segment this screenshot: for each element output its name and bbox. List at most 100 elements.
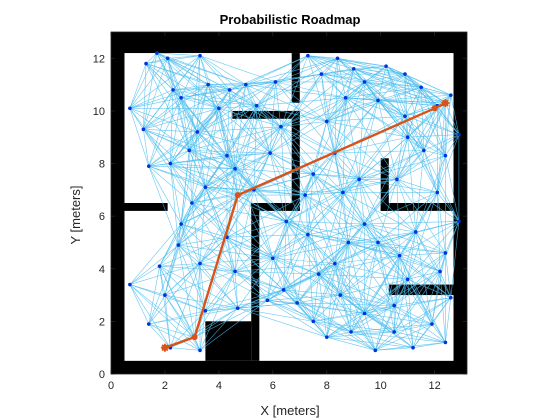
edge-582 [334, 242, 349, 264]
edge-440 [364, 150, 425, 225]
edge-70 [148, 165, 238, 196]
edge-917 [226, 237, 239, 309]
edge-741 [267, 300, 352, 333]
edge-511 [326, 115, 405, 122]
edge-456 [407, 102, 446, 138]
edge-458 [404, 116, 408, 138]
edge-158 [199, 55, 276, 83]
edge-722 [326, 331, 352, 338]
y-tick-label-0: 0 [99, 369, 105, 381]
edge-810 [393, 279, 408, 306]
edge-886 [180, 194, 238, 225]
edge-289 [280, 73, 322, 127]
wall-8 [291, 53, 300, 104]
edge-309 [307, 55, 328, 122]
node-38 [435, 190, 440, 195]
edge-636 [226, 236, 273, 259]
x-axis-label: X [meters] [260, 403, 319, 418]
edge-446 [345, 97, 425, 151]
edge-869 [159, 265, 236, 272]
chart-title: Probabilistic Roadmap [220, 12, 361, 27]
edge-191 [256, 81, 276, 106]
edge-156 [199, 55, 247, 85]
node-34 [457, 132, 461, 137]
edge-107 [170, 163, 193, 204]
edge-557 [342, 100, 379, 193]
edge-616 [286, 221, 341, 296]
edge-852 [148, 323, 171, 348]
edge-903 [205, 271, 236, 312]
edge-457 [377, 100, 408, 138]
edge-155 [199, 55, 230, 91]
edge-823 [377, 242, 446, 254]
edge-127 [189, 150, 238, 196]
edge-851 [148, 307, 238, 325]
edge-174 [226, 89, 230, 156]
node-11 [206, 82, 210, 87]
edge-138 [197, 131, 255, 191]
edge-465 [407, 192, 438, 280]
edge-151 [207, 84, 236, 169]
edge-131 [197, 89, 230, 133]
node-0 [165, 56, 170, 61]
node-22 [268, 151, 272, 155]
edge-100 [170, 155, 228, 164]
edge-35 [129, 108, 150, 167]
edge-494 [342, 179, 360, 193]
edge-656 [296, 263, 336, 304]
edge-144 [199, 55, 209, 85]
node-78 [176, 243, 181, 247]
node-82 [203, 309, 208, 313]
edge-562 [286, 221, 365, 225]
edge-692 [334, 263, 408, 280]
edge-236 [205, 187, 274, 259]
edge-302 [280, 97, 346, 127]
edge-490 [326, 121, 360, 180]
edge-62 [148, 131, 198, 167]
node-41 [324, 119, 329, 124]
edge-501 [358, 179, 400, 256]
edge-208 [269, 81, 276, 154]
edge-798 [445, 252, 452, 298]
edge-743 [364, 313, 395, 333]
node-54 [333, 261, 337, 266]
edge-441 [423, 150, 460, 222]
edge-663 [297, 302, 395, 306]
edge-779 [399, 255, 414, 348]
edge-600 [307, 234, 319, 275]
edge-418 [396, 134, 460, 180]
path-waypoint-1 [191, 334, 198, 341]
edge-846 [148, 244, 179, 325]
edge-46 [143, 97, 182, 130]
edge-901 [199, 310, 206, 351]
edge-734 [350, 331, 414, 348]
edge-425 [437, 155, 446, 193]
edge-426 [396, 155, 446, 180]
edge-544 [305, 194, 379, 243]
edge-277 [269, 121, 327, 154]
edge-554 [342, 192, 416, 233]
edge-314 [321, 73, 365, 83]
node-48 [306, 232, 310, 237]
y-axis-label: Y [meters] [68, 185, 83, 244]
edge-157 [199, 55, 257, 106]
edge-853 [129, 265, 160, 285]
edge-254 [180, 168, 236, 225]
edge-532 [237, 173, 314, 196]
edge-455 [407, 137, 417, 232]
edge-578 [272, 242, 349, 259]
edge-507 [312, 121, 328, 175]
edge-328 [326, 58, 338, 122]
edge-583 [339, 242, 349, 296]
node-45 [341, 190, 345, 195]
edge-709 [340, 231, 416, 296]
edge-799 [450, 221, 460, 298]
edge-629 [272, 258, 314, 322]
x-tick-label-5: 10 [375, 380, 387, 392]
edge-786 [415, 231, 433, 325]
edge-884 [181, 223, 228, 238]
edge-737 [350, 279, 408, 333]
edge-565 [334, 223, 365, 264]
edge-887 [191, 202, 201, 264]
edge-916 [226, 237, 236, 272]
